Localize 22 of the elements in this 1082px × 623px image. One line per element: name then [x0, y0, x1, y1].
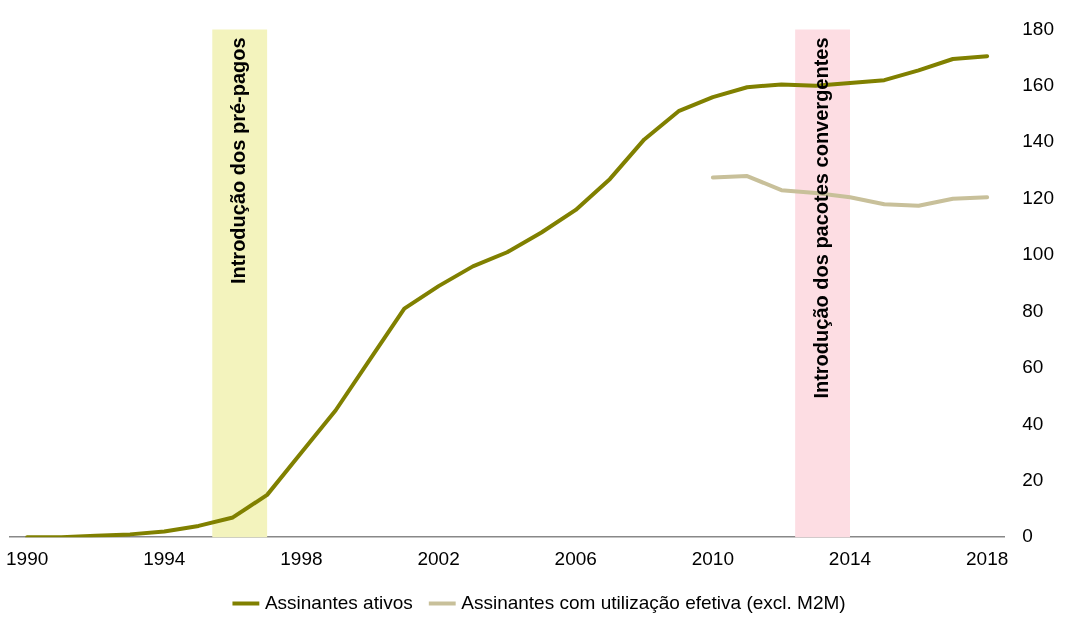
x-tick-label: 1998 [280, 547, 323, 569]
x-tick-label: 2018 [966, 547, 1009, 569]
y-tick-label: 160 [1022, 74, 1054, 96]
x-tick-label: 2014 [828, 547, 872, 569]
x-tick-label: 1994 [143, 547, 186, 569]
x-tick-label: 1990 [6, 547, 49, 569]
y-tick-label: 120 [1022, 186, 1054, 208]
x-tick-label: 2006 [554, 547, 597, 569]
band-label: Introdução dos pré-pagos [227, 37, 250, 285]
y-tick-label: 60 [1022, 356, 1044, 378]
y-tick-label: 40 [1022, 412, 1044, 434]
y-tick-label: 0 [1022, 525, 1033, 547]
y-tick-label: 80 [1022, 299, 1044, 321]
legend-label: Assinantes ativos [264, 591, 413, 613]
x-tick-label: 2002 [417, 547, 460, 569]
legend-label: Assinantes com utilização efetiva (excl. M2M) [461, 591, 846, 613]
y-tick-label: 140 [1022, 130, 1054, 152]
y-tick-label: 100 [1022, 243, 1054, 265]
y-tick-label: 180 [1022, 17, 1054, 39]
band-label: Introdução dos pacotes convergentes [810, 37, 833, 399]
y-tick-label: 20 [1022, 469, 1044, 491]
x-tick-label: 2010 [691, 547, 735, 569]
